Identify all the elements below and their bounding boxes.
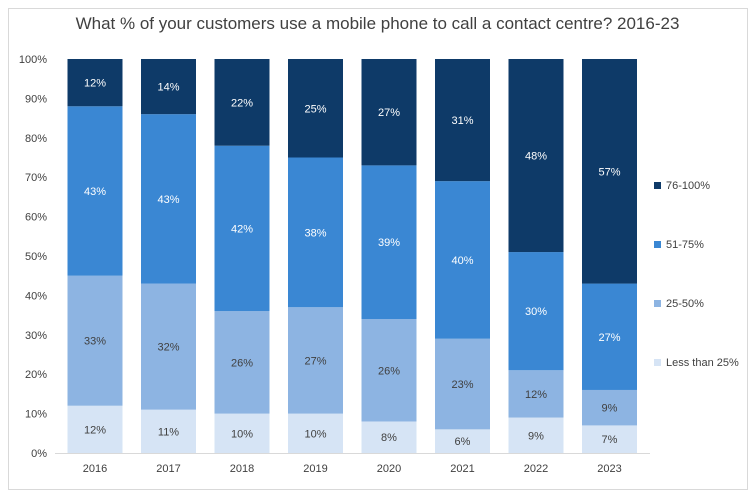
chart-title: What % of your customers use a mobile ph… [75,14,680,33]
y-tick-label: 70% [25,172,47,184]
bar-segment [582,389,637,426]
x-tick-label: 2016 [83,463,107,475]
x-tick-label: 2022 [524,463,548,475]
bar-segment [288,157,343,308]
data-label: 14% [157,82,179,94]
bar-segment [582,59,637,284]
data-label: 6% [455,436,471,448]
data-label: 33% [84,336,106,348]
legend-swatch [654,300,661,307]
legend-swatch [654,359,661,366]
bar-segment [435,181,490,339]
y-tick-label: 100% [19,54,47,66]
data-label: 32% [157,342,179,354]
legend-label: Less than 25% [666,357,739,369]
legend-label: 51-75% [666,239,704,251]
data-label: 11% [158,426,179,438]
data-label: 9% [528,430,544,442]
data-label: 12% [84,424,106,436]
bar-segment [141,409,196,453]
x-tick-label: 2018 [230,463,254,475]
bar-segment [67,405,123,453]
bar-segment [361,319,417,422]
bar-segment [361,59,417,166]
bar-segment [361,165,417,320]
data-label: 30% [525,306,547,318]
bar-segment [67,59,123,107]
bar-segment [508,59,564,253]
y-tick-label: 30% [25,330,47,342]
data-label: 25% [304,103,326,115]
bar-segment [214,59,270,146]
bar-segment [582,425,637,453]
data-label: 26% [378,365,400,377]
legend-label: 25-50% [666,298,704,310]
data-label: 27% [304,355,326,367]
bar-segment [141,283,196,410]
y-tick-label: 0% [31,448,47,460]
x-tick-label: 2017 [156,463,180,475]
y-tick-label: 40% [25,290,47,302]
data-label: 31% [451,115,473,127]
data-label: 27% [598,332,620,344]
data-label: 27% [378,107,400,119]
bar-segment [141,59,196,115]
y-tick-label: 10% [25,409,47,421]
bar-segment [67,275,123,406]
bar-segment [214,145,270,312]
x-tick-label: 2023 [597,463,621,475]
data-label: 42% [231,223,253,235]
bar-segment [582,283,637,390]
legend-label: 76-100% [666,180,710,192]
bar-segment [67,106,123,276]
data-label: 57% [598,166,620,178]
bar-segment [435,338,490,430]
y-tick-label: 60% [25,212,47,224]
legend-swatch [654,241,661,248]
bar-segment [141,114,196,284]
data-label: 7% [602,434,618,446]
y-tick-label: 50% [25,251,47,263]
y-tick-label: 90% [25,93,47,105]
data-label: 12% [84,78,106,90]
bar-segment [435,59,490,182]
data-label: 12% [525,389,547,401]
data-label: 38% [304,227,326,239]
bar-segment [435,429,490,453]
legend-swatch [654,182,661,189]
bar-segment [214,311,270,414]
data-label: 48% [525,151,547,163]
data-label: 8% [381,432,397,444]
data-label: 9% [602,403,618,415]
x-tick-label: 2021 [450,463,474,475]
data-label: 22% [231,97,253,109]
bar-segment [214,413,270,453]
x-tick-label: 2019 [303,463,327,475]
data-label: 43% [84,186,106,198]
data-label: 40% [451,255,473,267]
bar-segment [508,417,564,453]
bar-segment [361,421,417,453]
data-label: 39% [378,237,400,249]
data-label: 23% [451,379,473,391]
data-label: 10% [304,428,326,440]
x-tick-label: 2020 [377,463,401,475]
bar-segment [288,307,343,414]
bar-segment [508,370,564,418]
data-label: 26% [231,357,253,369]
y-tick-label: 20% [25,369,47,381]
y-tick-label: 80% [25,133,47,145]
data-label: 43% [157,194,179,206]
bar-segment [288,59,343,158]
bar-segment [288,413,343,453]
bar-segment [508,252,564,371]
data-label: 10% [231,428,253,440]
